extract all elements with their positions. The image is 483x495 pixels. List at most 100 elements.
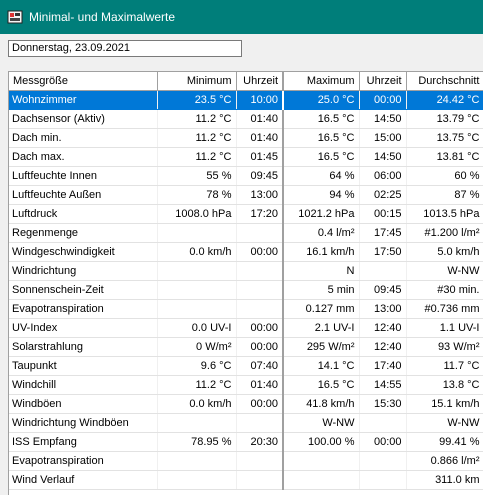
cell-name: Luftfeuchte Außen <box>9 185 158 205</box>
cell-minimum: 0.0 km/h <box>157 242 237 262</box>
cell-minimum: 0.0 km/h <box>157 394 237 414</box>
cell-average: 1.1 UV-I <box>406 318 483 338</box>
cell-time-max: 15:00 <box>359 128 407 148</box>
cell-name: Luftfeuchte Innen <box>9 166 158 186</box>
cell-time-min <box>236 451 284 471</box>
table-row[interactable]: Dachsensor (Aktiv) 11.2 °C 01:40 16.5 °C 14:… <box>9 109 483 129</box>
cell-maximum: 16.5 °C <box>283 147 360 167</box>
cell-name: Windrichtung <box>9 261 158 281</box>
cell-time-max: 17:40 <box>359 356 407 376</box>
cell-time-max <box>359 413 407 433</box>
cell-minimum: 11.2 °C <box>157 375 237 395</box>
cell-name: Windböen <box>9 394 158 414</box>
cell-name: UV-Index <box>9 318 158 338</box>
cell-minimum <box>157 451 237 471</box>
cell-time-min <box>236 280 284 300</box>
cell-time-max: 14:50 <box>359 109 407 129</box>
cell-maximum: W-NW <box>283 413 360 433</box>
table-row[interactable]: Windböen 0.0 km/h 00:00 41.8 km/h 15:30 15.1 … <box>9 394 483 414</box>
cell-time-max: 12:40 <box>359 337 407 357</box>
cell-name: Evapotranspiration <box>9 299 158 319</box>
cell-maximum: 0.4 l/m² <box>283 223 360 243</box>
table-row[interactable]: UV-Index 0.0 UV-I 00:00 2.1 UV-I 12:40 1.1 UV… <box>9 318 483 338</box>
cell-time-min <box>236 299 284 319</box>
cell-minimum <box>157 413 237 433</box>
cell-time-max <box>359 261 407 281</box>
cell-time-max: 06:00 <box>359 166 407 186</box>
table-row[interactable]: Taupunkt 9.6 °C 07:40 14.1 °C 17:40 11.7 °C <box>9 356 483 376</box>
table-row[interactable]: Windrichtung Windböen W-NW W-NW <box>9 413 483 433</box>
column-header-maximum[interactable]: Maximum <box>283 72 360 91</box>
cell-maximum: 94 % <box>283 185 360 205</box>
table-row[interactable]: Solarstrahlung 0 W/m² 00:00 295 W/m² 12:40 93… <box>9 337 483 357</box>
cell-minimum <box>157 223 237 243</box>
cell-maximum: 16.5 °C <box>283 109 360 129</box>
column-header-minimum[interactable]: Minimum <box>157 72 237 91</box>
column-header-durchschnitt[interactable]: Durchschnitt <box>406 72 483 91</box>
cell-name: Windgeschwindigkeit <box>9 242 158 262</box>
cell-minimum <box>157 280 237 300</box>
table-row[interactable]: Wind Verlauf 311.0 km <box>9 470 483 490</box>
cell-maximum: 0.127 mm <box>283 299 360 319</box>
values-table[interactable]: Messgröße Minimum Uhrzeit Maximum Uhrzei… <box>8 71 483 495</box>
cell-maximum: 16.5 °C <box>283 128 360 148</box>
cell-name: Dach min. <box>9 128 158 148</box>
cell-minimum <box>157 470 237 490</box>
cell-time-min: 00:00 <box>236 337 284 357</box>
column-header-uhrzeit-min[interactable]: Uhrzeit <box>236 72 284 91</box>
cell-name: Solarstrahlung <box>9 337 158 357</box>
cell-time-max: 09:45 <box>359 280 407 300</box>
cell-maximum <box>283 470 360 490</box>
cell-time-max: 14:55 <box>359 375 407 395</box>
table-row[interactable]: Luftdruck 1008.0 hPa 17:20 1021.2 hPa 00:15 1… <box>9 204 483 224</box>
table-row[interactable]: Wohnzimmer 23.5 °C 10:00 25.0 °C 00:00 24.42 … <box>9 90 483 110</box>
table-row[interactable]: Evapotranspiration 0.127 mm 13:00 #0.736 mm <box>9 299 483 319</box>
table-row[interactable]: ISS Empfang 78.95 % 20:30 100.00 % 00:00 99.4… <box>9 432 483 452</box>
table-row[interactable]: Evapotranspiration 0.866 l/m² <box>9 451 483 471</box>
cell-minimum: 23.5 °C <box>157 90 237 110</box>
cell-time-min: 00:00 <box>236 318 284 338</box>
cell-name: Regenmenge <box>9 223 158 243</box>
cell-time-max: 17:45 <box>359 223 407 243</box>
table-row[interactable]: Luftfeuchte Innen 55 % 09:45 64 % 06:00 60 % <box>9 166 483 186</box>
cell-average: #0.736 mm <box>406 299 483 319</box>
cell-time-min: 01:40 <box>236 375 284 395</box>
cell-maximum: 2.1 UV-I <box>283 318 360 338</box>
cell-average: 93 W/m² <box>406 337 483 357</box>
date-field[interactable]: Donnerstag, 23.09.2021 <box>8 40 242 57</box>
table-row[interactable]: Dach min. 11.2 °C 01:40 16.5 °C 15:00 13.75 °… <box>9 128 483 148</box>
table-row[interactable]: Windchill 11.2 °C 01:40 16.5 °C 14:55 13.8 °C <box>9 375 483 395</box>
table-row[interactable]: Regenmenge 0.4 l/m² 17:45 #1.200 l/m² <box>9 223 483 243</box>
cell-maximum: 41.8 km/h <box>283 394 360 414</box>
cell-minimum: 11.2 °C <box>157 109 237 129</box>
column-header-messgroesse[interactable]: Messgröße <box>9 72 158 91</box>
cell-average: 13.81 °C <box>406 147 483 167</box>
table-row[interactable]: Sonnenschein-Zeit 5 min 09:45 #30 min. <box>9 280 483 300</box>
cell-maximum: 64 % <box>283 166 360 186</box>
cell-average: W-NW <box>406 413 483 433</box>
cell-time-max: 00:15 <box>359 204 407 224</box>
table-row[interactable]: Dach max. 11.2 °C 01:45 16.5 °C 14:50 13.81 °… <box>9 147 483 167</box>
cell-time-max: 15:30 <box>359 394 407 414</box>
column-header-uhrzeit-max[interactable]: Uhrzeit <box>359 72 407 91</box>
cell-time-max: 12:40 <box>359 318 407 338</box>
cell-time-min: 01:40 <box>236 109 284 129</box>
cell-average: 1013.5 hPa <box>406 204 483 224</box>
cell-name: Taupunkt <box>9 356 158 376</box>
cell-time-min <box>236 413 284 433</box>
cell-average: 60 % <box>406 166 483 186</box>
cell-average: 13.79 °C <box>406 109 483 129</box>
cell-average: #30 min. <box>406 280 483 300</box>
cell-time-min: 10:00 <box>236 90 284 110</box>
cell-name: Luftdruck <box>9 204 158 224</box>
cell-average: 99.41 % <box>406 432 483 452</box>
cell-minimum: 0.0 UV-I <box>157 318 237 338</box>
cell-time-min <box>236 261 284 281</box>
table-row[interactable]: Windgeschwindigkeit 0.0 km/h 00:00 16.1 km/… <box>9 242 483 262</box>
table-row[interactable]: Luftfeuchte Außen 78 % 13:00 94 % 02:25 87 % <box>9 185 483 205</box>
cell-time-min: 01:40 <box>236 128 284 148</box>
cell-name: Evapotranspiration <box>9 451 158 471</box>
table-row[interactable]: Windrichtung N W-NW <box>9 261 483 281</box>
cell-time-min: 13:00 <box>236 185 284 205</box>
cell-maximum: 5 min <box>283 280 360 300</box>
